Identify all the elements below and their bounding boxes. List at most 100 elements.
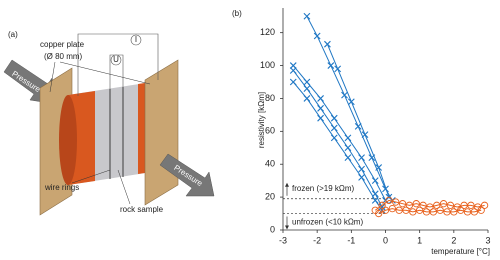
- x-tick-label: 2: [451, 235, 456, 245]
- x-tick-label: -3: [279, 235, 287, 245]
- circle-marker: [419, 201, 427, 209]
- cylinder-end: [59, 95, 77, 185]
- wire: [77, 33, 159, 96]
- x-marker: [289, 67, 297, 74]
- series-line: [374, 199, 485, 211]
- x-marker: [344, 144, 352, 152]
- y-tick-label: 80: [265, 93, 275, 103]
- leader: [59, 61, 151, 85]
- x-marker: [341, 91, 348, 99]
- current-symbol: I: [135, 35, 137, 44]
- circle-marker: [446, 201, 455, 209]
- voltage-symbol: U: [113, 55, 119, 64]
- y-tick-label: 100: [260, 60, 275, 70]
- circle-marker: [405, 201, 414, 209]
- panel-label: (b): [232, 9, 242, 18]
- circle-marker: [385, 196, 393, 205]
- x-marker: [361, 131, 369, 139]
- plate: [144, 59, 179, 206]
- threshold-label: frozen (>19 kΩm): [292, 184, 355, 193]
- y-tick-label: 40: [265, 159, 275, 169]
- circle-marker: [416, 206, 424, 214]
- x-marker: [347, 98, 355, 106]
- ammeter: [130, 34, 142, 46]
- y-tick-label: 20: [265, 191, 275, 201]
- circle-marker: [480, 201, 489, 209]
- circle-marker: [439, 200, 448, 208]
- x-marker: [303, 78, 311, 86]
- x-marker: [324, 40, 331, 48]
- circle-marker: [433, 201, 441, 209]
- panel-label: (a): [8, 30, 18, 39]
- x-marker: [327, 62, 335, 69]
- x-marker: [358, 173, 365, 181]
- threshold-label: unfrozen (<10 kΩm): [292, 218, 363, 227]
- leader: [117, 169, 131, 205]
- x-tick-label: -1: [347, 235, 355, 245]
- series-line: [292, 81, 383, 211]
- circle-marker: [467, 201, 475, 209]
- arrow-head: [285, 225, 289, 230]
- x-marker: [371, 197, 379, 204]
- x-marker: [317, 114, 324, 122]
- x-tick-label: 1: [417, 235, 422, 245]
- series-line: [292, 70, 383, 208]
- y-tick-label: 0: [270, 224, 275, 234]
- circle-marker: [470, 208, 478, 216]
- x-marker: [303, 85, 311, 92]
- circle-marker: [402, 206, 410, 214]
- x-marker: [358, 165, 365, 173]
- circle-marker: [477, 206, 485, 214]
- x-marker: [330, 124, 338, 132]
- circle-marker: [409, 208, 417, 216]
- x-marker: [330, 134, 338, 142]
- x-tick-label: -2: [313, 235, 321, 245]
- circle-marker: [378, 201, 386, 209]
- x-marker: [371, 177, 379, 185]
- x-marker: [289, 78, 297, 86]
- sample-diagram: (a) Pressure Pressure I U copper plate (…: [3, 30, 215, 216]
- arrow-head: [285, 182, 289, 187]
- circle-marker: [436, 206, 444, 214]
- circle-marker: [381, 206, 390, 214]
- series-line: [292, 65, 386, 201]
- series-line: [306, 15, 393, 201]
- circle-marker: [412, 200, 420, 208]
- voltmeter: [110, 54, 122, 66]
- x-marker: [358, 154, 365, 162]
- x-marker: [382, 185, 389, 193]
- x-tick-label: 3: [485, 235, 490, 245]
- diameter-label: (Ø 80 mm): [44, 52, 83, 61]
- leader: [71, 169, 111, 184]
- y-axis-label: resistivity [kΩm]: [257, 92, 266, 148]
- rock-sample-label: rock sample: [120, 205, 164, 214]
- circle-marker: [450, 208, 458, 216]
- leader: [49, 61, 56, 93]
- x-marker: [303, 95, 311, 102]
- x-marker: [371, 190, 379, 198]
- x-marker: [303, 12, 311, 20]
- x-marker: [330, 114, 338, 122]
- circle-marker: [426, 203, 434, 211]
- circle-marker: [388, 204, 396, 213]
- circle-marker: [429, 208, 437, 216]
- x-marker: [317, 95, 324, 102]
- x-tick-label: 0: [383, 235, 388, 245]
- x-marker: [344, 134, 352, 142]
- x-axis-label: temperature [°C]: [431, 247, 490, 256]
- x-marker: [289, 62, 297, 69]
- y-tick-label: 120: [260, 27, 275, 37]
- x-marker: [344, 154, 352, 162]
- x-marker: [375, 164, 383, 171]
- x-marker: [334, 65, 342, 73]
- pressure-arrow: [159, 153, 215, 197]
- copper-plate-label: copper plate: [40, 40, 85, 49]
- y-tick-label: 60: [265, 126, 275, 136]
- wire-rings-label: wire rings: [44, 183, 79, 192]
- circle-marker: [392, 198, 400, 206]
- circle-marker: [457, 206, 465, 214]
- circle-marker: [398, 200, 407, 208]
- x-marker: [354, 123, 362, 130]
